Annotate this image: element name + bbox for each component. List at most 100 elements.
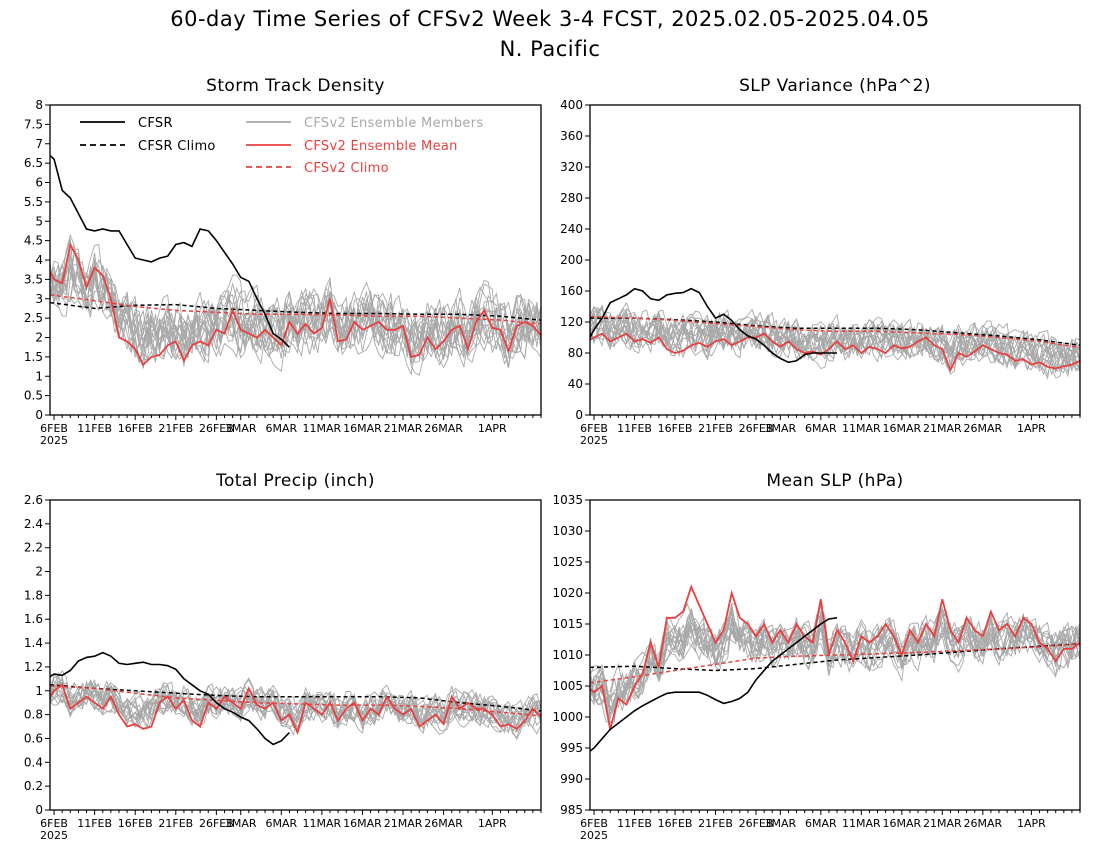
cfsv2-climo-line xyxy=(50,685,541,717)
x-tick-label: 21MAR xyxy=(384,817,423,830)
ensemble-mean-line xyxy=(590,332,1080,373)
cfsr-climo-line xyxy=(590,643,1080,672)
y-tick-label: 990 xyxy=(560,772,583,786)
x-tick-label: 26FEB xyxy=(199,422,234,435)
y-tick-label: 0 xyxy=(35,803,43,817)
panel-title: Mean SLP (hPa) xyxy=(766,471,903,491)
x-tick-label: 26MAR xyxy=(424,817,463,830)
y-tick-label: 320 xyxy=(560,160,583,174)
cfsr-line xyxy=(50,154,290,348)
y-tick-label: 1.5 xyxy=(24,350,43,364)
x-tick-label: 3MAR xyxy=(225,817,257,830)
x-tick-label: 21FEB xyxy=(158,817,193,830)
plot-frame xyxy=(49,499,542,811)
cfsr-climo-line xyxy=(50,301,541,321)
x-tick-label: 11FEB xyxy=(77,817,112,830)
y-tick-label: 1005 xyxy=(552,679,583,693)
x-tick-label: 21MAR xyxy=(923,422,962,435)
legend-item: CFSR Climo xyxy=(80,139,215,154)
panel-1: SLP Variance (hPa^2) 0 40 80 120 160 200 240 280… xyxy=(560,76,1081,447)
figure-title: 60-day Time Series of CFSv2 Week 3-4 FCS… xyxy=(170,7,930,31)
x-tick-sublabel: 2025 xyxy=(580,829,608,842)
y-tick-label: 4.5 xyxy=(24,234,43,248)
panels-group: Storm Track Density 0 0.5 1 1.5 2 2.5 3 3.5 4 4.5 5… xyxy=(24,76,1081,842)
panel-title: Total Precip (inch) xyxy=(215,471,375,491)
x-tick-label: 21MAR xyxy=(923,817,962,830)
x-tick-label: 16MAR xyxy=(343,422,382,435)
panel-2: Total Precip (inch) 0 0.2 0.4 0.6 0.8 1 1.2 1.4 1… xyxy=(24,471,542,842)
x-tick-label: 11FEB xyxy=(617,817,652,830)
y-tick-label: 2.6 xyxy=(24,493,43,507)
plot-area xyxy=(50,651,541,746)
x-tick-label: 16MAR xyxy=(882,817,921,830)
ensemble-member-line xyxy=(50,669,541,734)
y-tick-label: 1.6 xyxy=(24,612,43,626)
cfsr-line xyxy=(590,287,837,364)
legend-item: CFSv2 Ensemble Members xyxy=(246,116,483,131)
y-tick-label: 120 xyxy=(560,315,583,329)
ensemble-mean-line xyxy=(50,683,541,736)
legend: CFSR CFSR Climo CFSv2 Ensemble Members CFSv… xyxy=(80,116,483,176)
x-tick-label: 1APR xyxy=(478,422,507,435)
plot-frame xyxy=(589,499,1081,811)
legend-item: CFSv2 Climo xyxy=(246,161,389,176)
x-tick-sublabel: 2025 xyxy=(40,434,68,447)
y-tick-label: 1010 xyxy=(552,648,583,662)
x-tick-label: 6MAR xyxy=(805,817,837,830)
legend-label: CFSv2 Ensemble Mean xyxy=(304,139,458,154)
y-tick-label: 7.5 xyxy=(24,117,43,131)
ensemble-member-line xyxy=(50,251,541,366)
x-tick-label: 16FEB xyxy=(118,817,153,830)
legend-label: CFSR xyxy=(138,116,173,131)
y-tick-label: 1015 xyxy=(552,617,583,631)
legend-item: CFSv2 Ensemble Mean xyxy=(246,139,458,154)
x-tick-label: 21MAR xyxy=(384,422,423,435)
y-tick-label: 1030 xyxy=(552,524,583,538)
x-tick-label: 3MAR xyxy=(225,422,257,435)
y-tick-label: 2 xyxy=(35,565,43,579)
x-tick-label: 3MAR xyxy=(764,817,796,830)
y-tick-label: 4 xyxy=(35,253,43,267)
x-tick-label: 16FEB xyxy=(118,422,153,435)
ensemble-mean-line xyxy=(590,584,1080,730)
x-tick-label: 26FEB xyxy=(739,817,774,830)
ensemble-member-line xyxy=(590,307,1080,373)
cfsr-line xyxy=(590,617,838,752)
cfsv2-climo-line xyxy=(50,294,541,325)
y-tick-label: 2.2 xyxy=(24,541,43,555)
x-tick-label: 16MAR xyxy=(343,817,382,830)
x-tick-label: 6FEB xyxy=(40,817,68,830)
x-tick-label: 26FEB xyxy=(739,422,774,435)
cfsr-line xyxy=(50,651,290,746)
x-tick-label: 3MAR xyxy=(764,422,796,435)
y-tick-label: 6.5 xyxy=(24,156,43,170)
y-tick-label: 985 xyxy=(560,803,583,817)
y-tick-label: 0.6 xyxy=(24,731,43,745)
x-tick-label: 16FEB xyxy=(658,422,693,435)
x-tick-label: 16FEB xyxy=(658,817,693,830)
x-tick-label: 6MAR xyxy=(805,422,837,435)
x-tick-label: 6MAR xyxy=(265,817,297,830)
figure-subtitle: N. Pacific xyxy=(500,37,601,61)
y-tick-label: 1020 xyxy=(552,586,583,600)
y-tick-label: 1.2 xyxy=(24,660,43,674)
x-tick-label: 11FEB xyxy=(617,422,652,435)
x-tick-label: 1APR xyxy=(478,817,507,830)
x-tick-label: 26FEB xyxy=(199,817,234,830)
y-tick-label: 240 xyxy=(560,222,583,236)
y-tick-label: 1.4 xyxy=(24,636,43,650)
y-tick-label: 3 xyxy=(35,292,43,306)
x-tick-label: 11MAR xyxy=(842,817,881,830)
ensemble-member-line xyxy=(50,671,541,730)
ensemble-member-line xyxy=(590,313,1080,369)
y-tick-label: 1035 xyxy=(552,493,583,507)
x-tick-label: 11MAR xyxy=(842,422,881,435)
y-tick-label: 0 xyxy=(35,408,43,422)
y-tick-label: 40 xyxy=(568,377,583,391)
x-tick-label: 1APR xyxy=(1017,422,1046,435)
plot-area xyxy=(590,584,1080,752)
x-tick-sublabel: 2025 xyxy=(40,829,68,842)
x-tick-label: 21FEB xyxy=(158,422,193,435)
x-tick-sublabel: 2025 xyxy=(580,434,608,447)
x-tick-label: 6FEB xyxy=(580,817,608,830)
